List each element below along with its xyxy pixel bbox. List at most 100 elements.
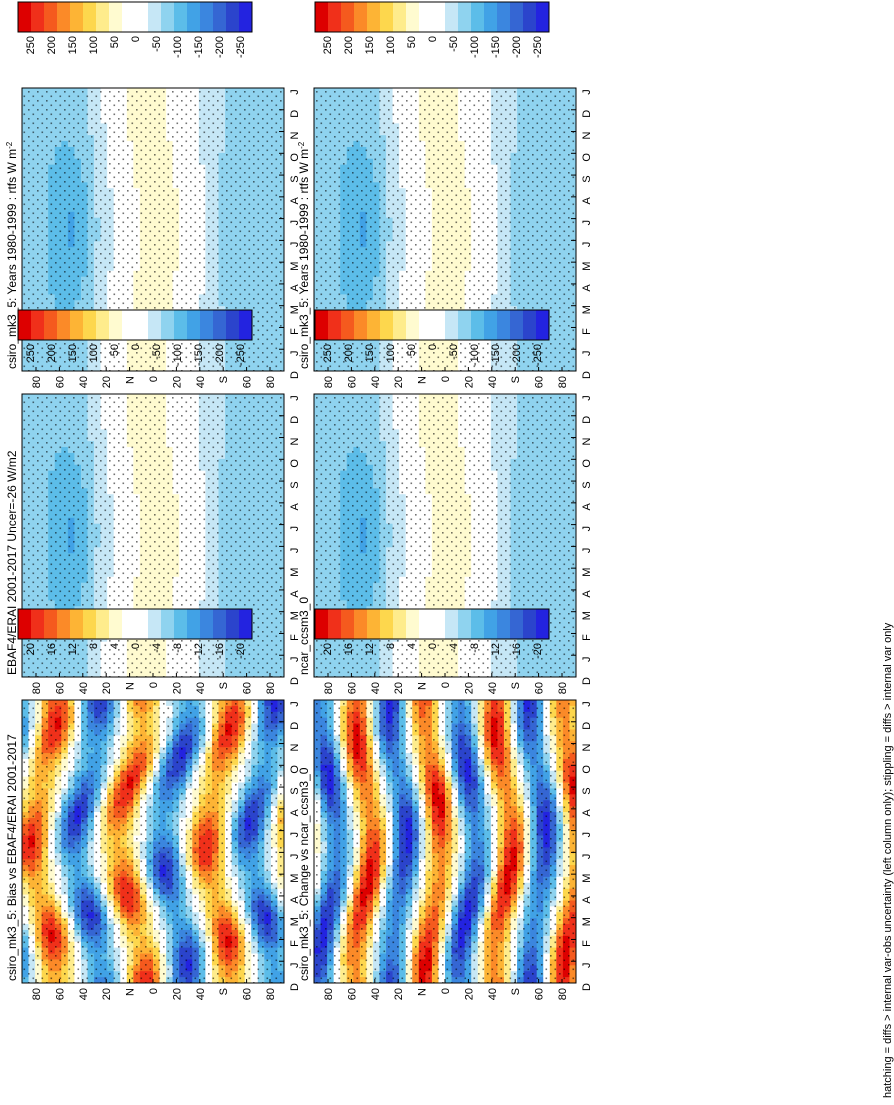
colorbar-swatch — [458, 2, 472, 32]
y-tick-label: 80 — [31, 376, 43, 388]
y-tick-label: 20 — [101, 376, 113, 388]
x-tick-label: A — [289, 197, 301, 205]
colorbar-swatch — [187, 2, 201, 32]
colorbar-label: -150 — [193, 36, 205, 58]
x-tick-label: A — [289, 284, 301, 292]
x-tick-label: M — [581, 262, 593, 271]
colorbar-swatch — [432, 2, 446, 32]
colorbar-label: 250 — [25, 36, 37, 54]
y-tick-label: 20 — [393, 376, 405, 388]
colorbar-label: 150 — [67, 36, 79, 54]
colorbar-label: 250 — [322, 36, 334, 54]
colorbar-swatch — [393, 2, 407, 32]
y-tick-label: N — [125, 376, 137, 384]
colorbar-label: 0 — [427, 36, 439, 42]
x-tick-label: N — [289, 132, 301, 140]
colorbar-swatch — [70, 2, 84, 32]
colorbar-swatch — [328, 2, 342, 32]
colorbar-swatch — [239, 2, 253, 32]
x-tick-label: M — [289, 305, 301, 314]
colorbar-swatch — [406, 2, 420, 32]
x-tick-label: J — [289, 220, 301, 226]
y-tick-label: 80 — [557, 376, 569, 388]
colorbar-swatch — [419, 2, 433, 32]
colorbar-label: -200 — [511, 36, 523, 58]
colorbar-label: 200 — [46, 36, 58, 54]
colorbar-swatch — [341, 2, 355, 32]
colorbar-label: -150 — [490, 36, 502, 58]
x-tick-label: S — [581, 175, 593, 182]
y-tick-label: 80 — [265, 376, 277, 388]
colorbar-label: -100 — [469, 36, 481, 58]
x-tick-label: A — [581, 197, 593, 205]
colorbar-swatch — [96, 2, 110, 32]
x-tick-label: A — [581, 284, 593, 292]
colorbar-swatch — [471, 2, 485, 32]
x-tick-label: D — [289, 371, 301, 379]
colorbar-label: 50 — [406, 36, 418, 48]
colorbar-swatch — [536, 2, 550, 32]
colorbar-label: 100 — [88, 36, 100, 54]
colorbar-label: 50 — [109, 36, 121, 48]
colorbar-label: -100 — [172, 36, 184, 58]
colorbar-swatch — [44, 2, 58, 32]
colorbar-label: -250 — [235, 36, 247, 58]
colorbar-label: -50 — [151, 36, 163, 52]
y-tick-label: 0 — [148, 376, 160, 382]
colorbar-frame — [17, 1, 253, 33]
colorbar-swatch — [200, 2, 214, 32]
y-tick-label: 40 — [78, 376, 90, 388]
colorbar-swatch — [83, 2, 97, 32]
colorbar-swatch — [174, 2, 188, 32]
chart-title-superscript: -2 — [297, 141, 306, 149]
colorbar-swatch — [213, 2, 227, 32]
colorbar-label: 100 — [385, 36, 397, 54]
x-tick-label: D — [581, 110, 593, 118]
colorbar: 250 200 150 100 50 0 -50 -100 -150 -200 -250 — [314, 1, 550, 58]
colorbar-swatch — [135, 2, 149, 32]
y-tick-label: 60 — [242, 376, 254, 388]
colorbar-swatch — [109, 2, 123, 32]
y-tick-label: 60 — [54, 376, 66, 388]
colorbar-swatch — [523, 2, 537, 32]
colorbar-swatch — [148, 2, 162, 32]
x-tick-label: O — [289, 153, 301, 162]
y-tick-label: 40 — [370, 376, 382, 388]
colorbar-swatch — [161, 2, 175, 32]
colorbar-swatch — [31, 2, 45, 32]
colorbar-label: -200 — [214, 36, 226, 58]
colorbar-swatch — [497, 2, 511, 32]
x-tick-label: S — [289, 175, 301, 182]
colorbar-swatch — [315, 2, 329, 32]
x-tick-label: M — [581, 305, 593, 314]
colorbar-swatch — [57, 2, 71, 32]
y-tick-label: 40 — [487, 376, 499, 388]
x-tick-label: D — [581, 371, 593, 379]
colorbar-swatch — [18, 2, 32, 32]
y-tick-label: 0 — [440, 376, 452, 382]
x-tick-label: J — [289, 350, 301, 356]
y-tick-label: S — [510, 376, 522, 383]
x-tick-label: J — [289, 89, 301, 95]
colorbar-label: 150 — [364, 36, 376, 54]
x-tick-label: J — [581, 242, 593, 248]
y-tick-label: S — [218, 376, 230, 383]
colorbar-swatch — [510, 2, 524, 32]
chart-title-superscript: -2 — [5, 141, 14, 149]
y-tick-label: 60 — [534, 376, 546, 388]
colorbar-label: 200 — [343, 36, 355, 54]
colorbar-label: -50 — [448, 36, 460, 52]
x-tick-label: J — [581, 350, 593, 356]
y-tick-label: 60 — [346, 376, 358, 388]
x-tick-label: J — [581, 89, 593, 95]
x-tick-label: D — [289, 110, 301, 118]
x-tick-label: N — [581, 132, 593, 140]
x-tick-label: F — [289, 328, 301, 335]
colorbar-swatch — [445, 2, 459, 32]
colorbar-label: 0 — [130, 36, 142, 42]
chart-title: csiro_mk3_5: Years 1980-1999 : rtfs W m-… — [5, 141, 20, 369]
colorbar-swatch — [226, 2, 240, 32]
x-tick-label: F — [581, 328, 593, 335]
y-tick-label: 40 — [195, 376, 207, 388]
